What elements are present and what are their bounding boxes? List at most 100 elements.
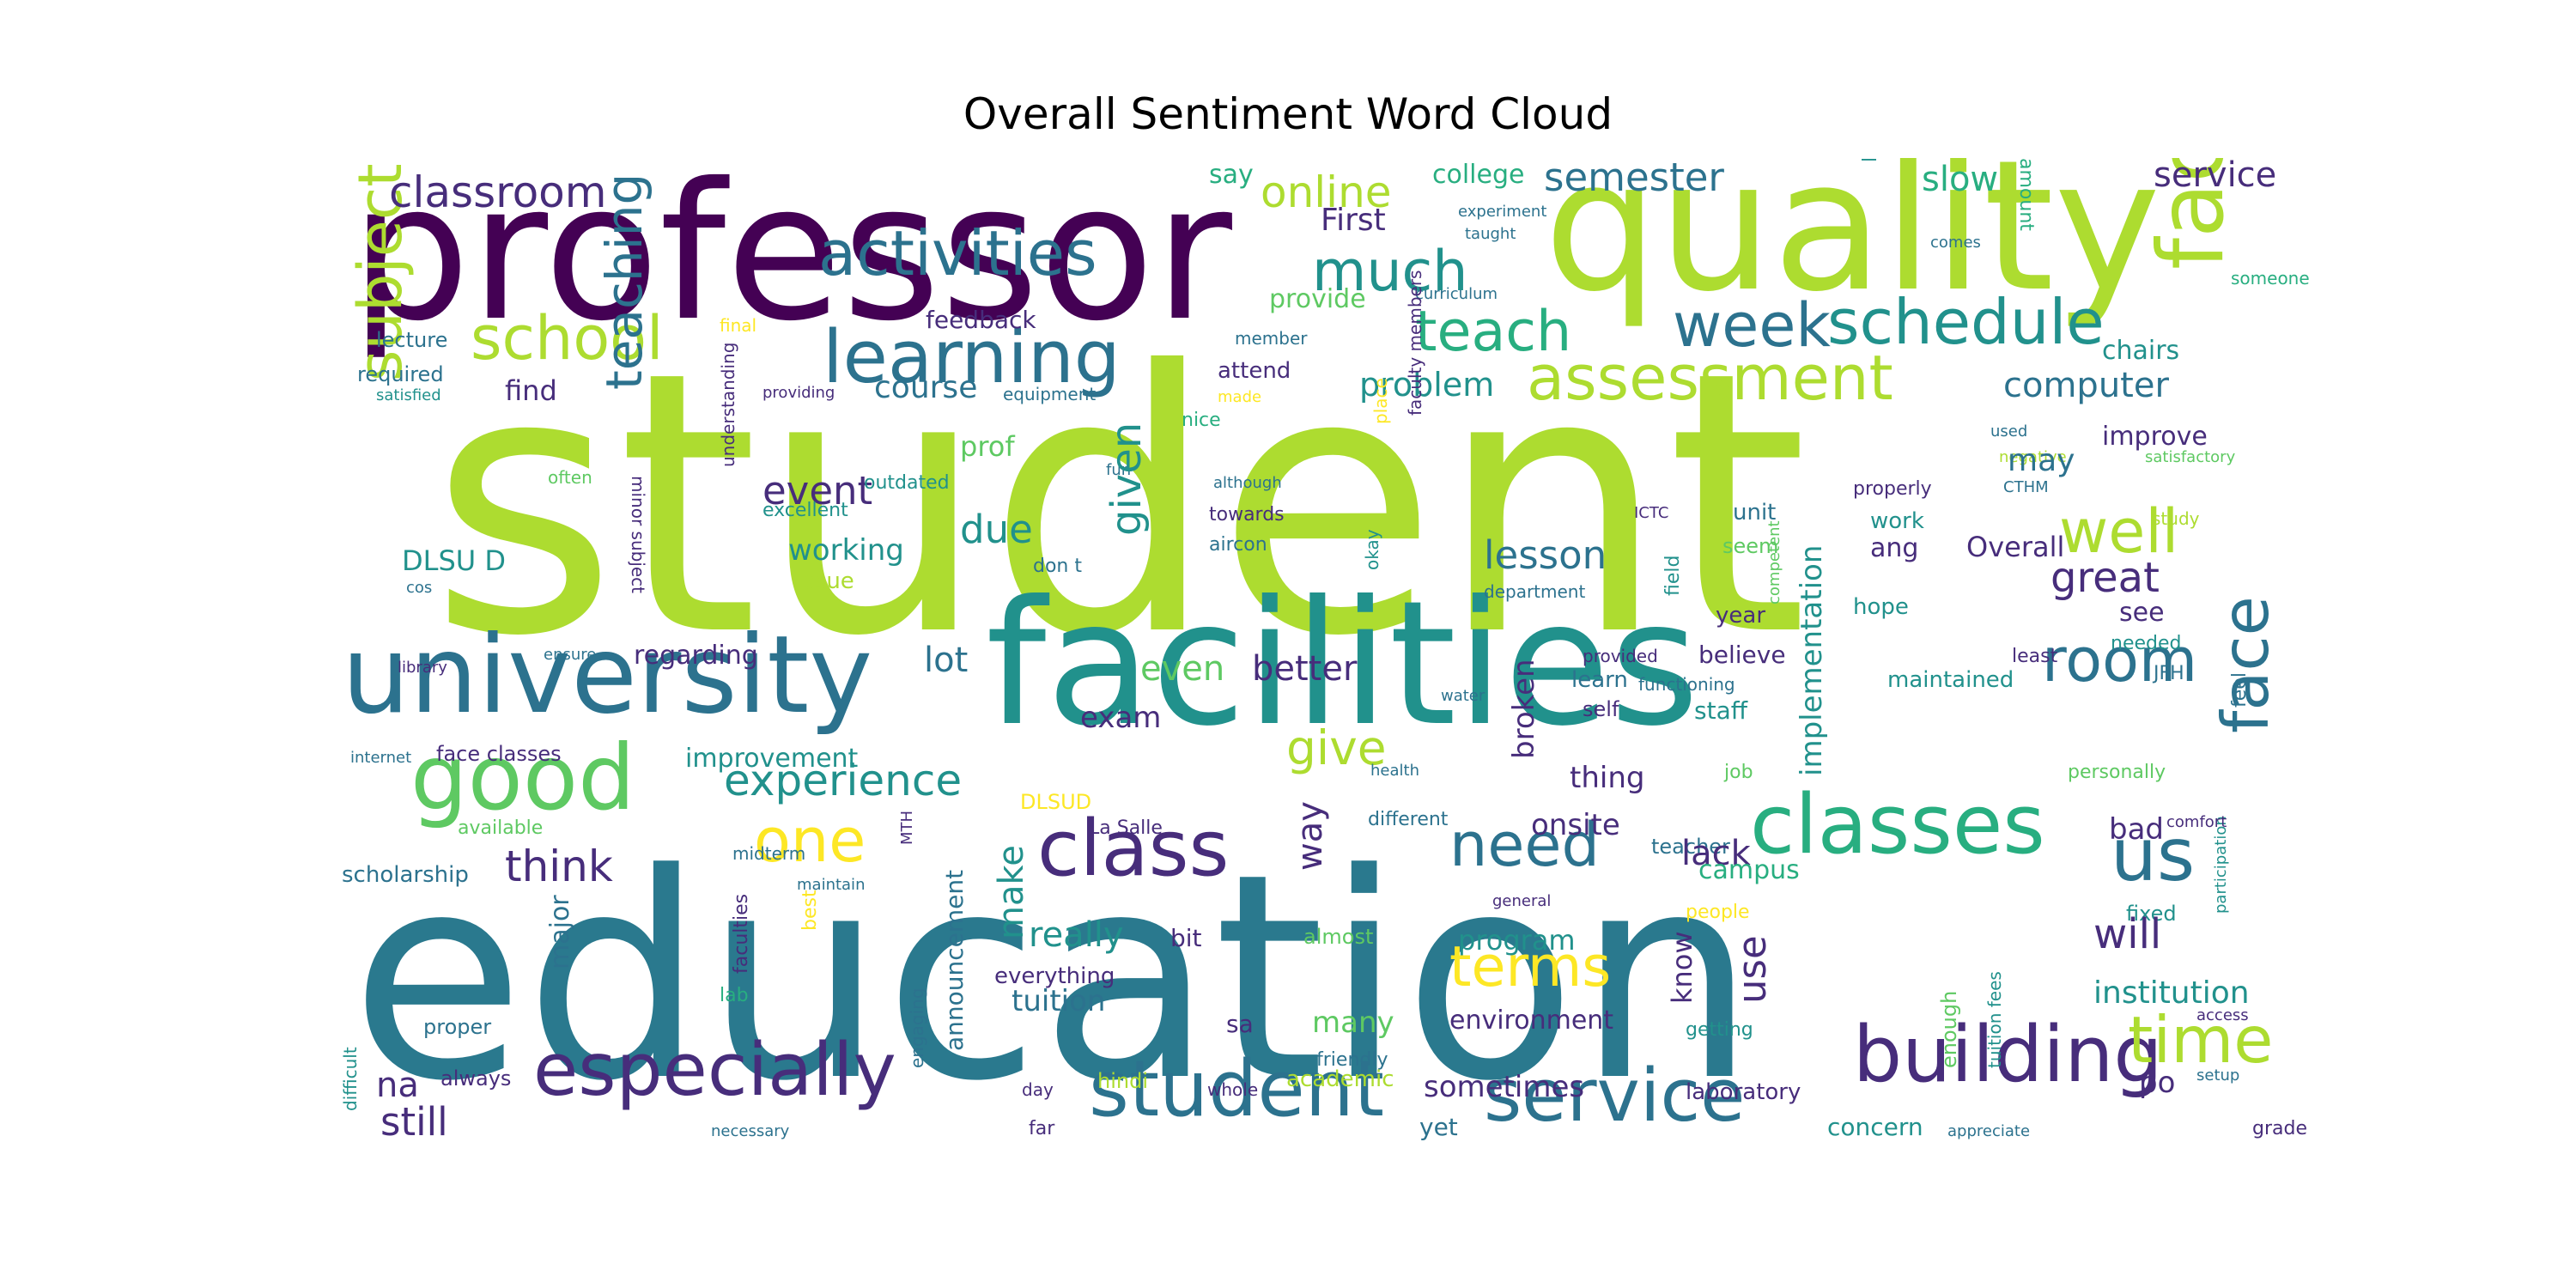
cloud-word: library (398, 659, 447, 677)
cloud-word: setup (2196, 1066, 2240, 1084)
cloud-word: broken (1507, 659, 1541, 759)
cloud-word: education (350, 813, 1757, 1143)
cloud-word: feel (2229, 672, 2251, 708)
cloud-word: laboratory (1686, 1079, 1801, 1105)
cloud-word: school (471, 303, 664, 374)
cloud-word: health (1370, 762, 1419, 780)
cloud-word: na (376, 1066, 419, 1105)
cloud-word: concern (1827, 1113, 1923, 1141)
cloud-word: bad (2109, 812, 2164, 847)
cloud-word: someone (2231, 268, 2310, 289)
cloud-word: find (505, 374, 557, 407)
cloud-word: used (1990, 422, 2028, 440)
cloud-word: problem (1359, 366, 1495, 404)
cloud-word: MTH (898, 810, 916, 845)
cloud-word: faculties (731, 893, 752, 974)
cloud-word: work (1870, 508, 1924, 534)
cloud-word: needed (2111, 633, 2182, 654)
cloud-word: everything (994, 963, 1115, 989)
cloud-word: difficult (342, 1047, 361, 1111)
cloud-word: program (1458, 924, 1576, 957)
cloud-word: made (1218, 388, 1262, 406)
cloud-word: academic (1286, 1066, 1394, 1092)
cloud-word: minor subject (628, 476, 648, 594)
cloud-word: general (1492, 892, 1552, 910)
cloud-word: hope (1853, 594, 1909, 620)
cloud-word: institution (2093, 975, 2250, 1011)
cloud-word: one (754, 805, 866, 876)
cloud-word: us (2111, 813, 2196, 898)
cloud-word: day (1022, 1079, 1054, 1100)
cloud-word: seem (1722, 534, 1779, 558)
cloud-word: faculty members (1405, 270, 1425, 416)
cloud-word: service (2154, 158, 2277, 195)
cloud-word: ang (1870, 533, 1919, 563)
cloud-word: equipment (1003, 384, 1097, 404)
cloud-word: satisfied (376, 386, 441, 404)
cloud-word: whole (1207, 1079, 1259, 1100)
cloud-word: internet (350, 749, 412, 767)
cloud-word: available (458, 817, 544, 839)
cloud-word: La Salle (1089, 817, 1163, 839)
cloud-word: announcement (940, 869, 969, 1051)
cloud-word: better (1252, 649, 1358, 689)
cloud-word: need (1449, 810, 1600, 880)
cloud-word: quality (1544, 158, 2161, 331)
cloud-word: face (2208, 596, 2283, 733)
cloud-word: midterm (732, 843, 806, 864)
cloud-word: member (1235, 328, 1308, 349)
cloud-word: learning (823, 315, 1121, 400)
cloud-word: given (1103, 422, 1151, 536)
cloud-word: getting (1686, 1019, 1753, 1041)
cloud-word: sometimes (1424, 1070, 1585, 1104)
cloud-word: student (1089, 1044, 1385, 1134)
cloud-word: semester (1544, 158, 1724, 200)
cloud-word: satisfactory (2145, 448, 2236, 466)
cloud-word: say (1209, 160, 1254, 190)
cloud-word: nice (1182, 410, 1221, 431)
cloud-word: okay (1362, 529, 1382, 570)
cloud-word: make (992, 845, 1031, 939)
cloud-word: week (1673, 290, 1831, 361)
cloud-word: working (788, 533, 904, 568)
cloud-word: tuition (1012, 984, 1106, 1018)
cloud-word: will (2093, 910, 2162, 958)
cloud-word: student (429, 295, 1808, 715)
cloud-word: best (799, 890, 821, 931)
cloud-word: po (2139, 1066, 2176, 1100)
cloud-word: providing (762, 384, 835, 402)
cloud-word: hindi (1097, 1069, 1148, 1093)
cloud-word: feedback (926, 306, 1036, 334)
cloud-word: staff (1694, 696, 1748, 725)
cloud-word: experience (724, 756, 963, 805)
cloud-word: room (2042, 625, 2198, 696)
cloud-word: ensure (544, 646, 597, 664)
cloud-word: especially (533, 1028, 896, 1113)
cloud-word: experiment (1458, 203, 1547, 221)
cloud-word: class (1037, 804, 1230, 894)
cloud-word: field (1662, 555, 1684, 596)
cloud-word: think (505, 841, 613, 891)
cloud-word: scholarship (342, 862, 469, 888)
cloud-word: comfort (2166, 813, 2227, 831)
cloud-word: fun (1106, 461, 1132, 479)
cloud-word: event (762, 468, 873, 513)
cloud-word: great (2050, 554, 2160, 602)
cloud-word: engaging (907, 987, 927, 1068)
cloud-word: improve (2102, 422, 2208, 452)
cloud-word: competent (1765, 520, 1783, 605)
cloud-word: curriculum (1415, 285, 1498, 303)
cloud-word: lack (1681, 834, 1751, 873)
cloud-word: onsite (1531, 808, 1620, 842)
cloud-word: computer (2003, 366, 2169, 405)
cloud-word: people (1686, 902, 1750, 923)
cloud-word: comes (1930, 234, 1981, 252)
cloud-word: maintained (1887, 667, 2014, 693)
cloud-word: give (1286, 720, 1387, 775)
cloud-word: many (1312, 1005, 1394, 1040)
cloud-word: facilities (986, 564, 1699, 764)
cloud-word: way (1291, 801, 1330, 871)
cloud-word: fixed (2126, 902, 2177, 926)
cloud-word: First (1321, 203, 1386, 238)
chart-title: Overall Sentiment Word Cloud (963, 89, 1613, 139)
